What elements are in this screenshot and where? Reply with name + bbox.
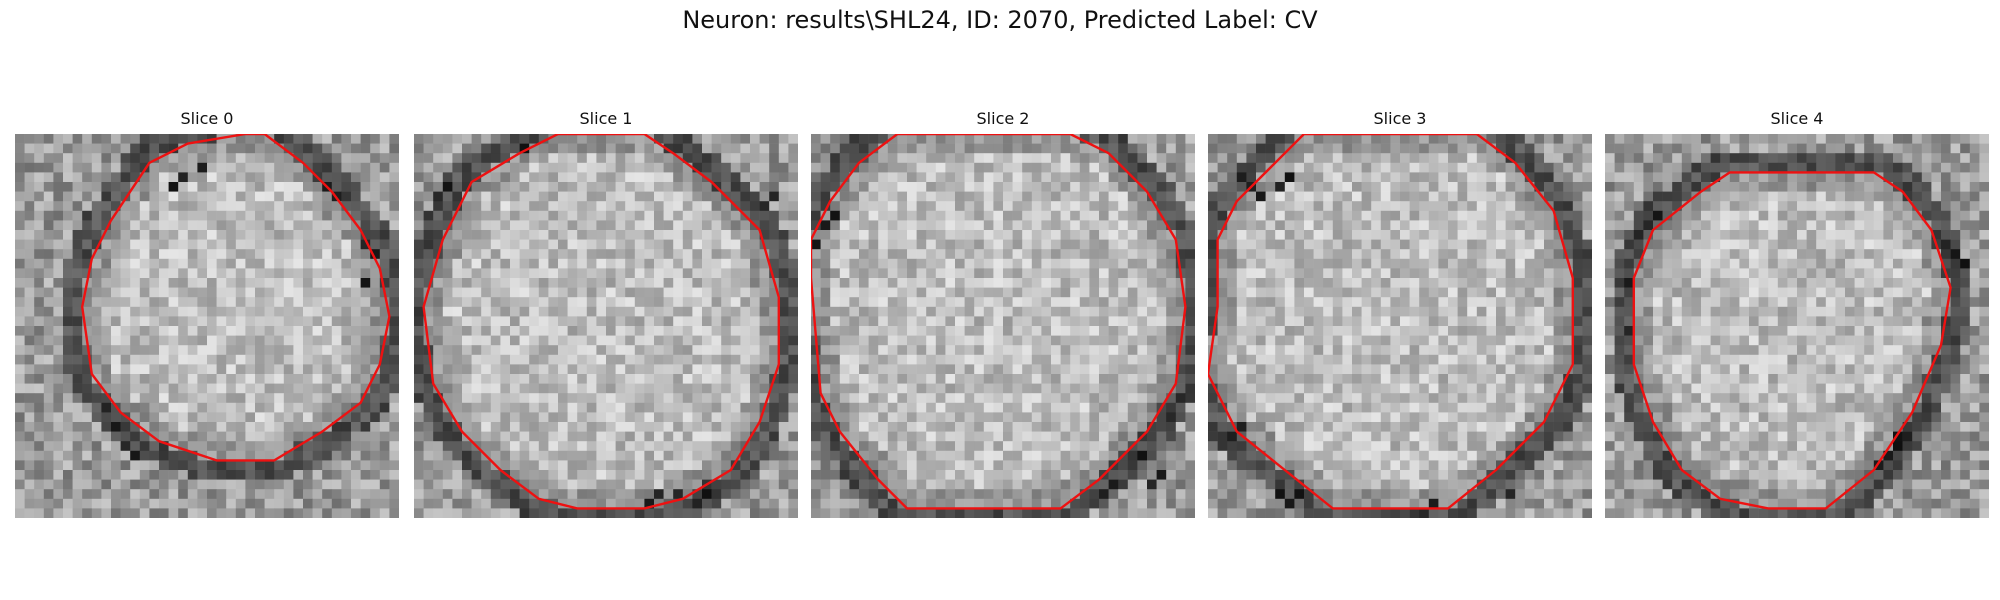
slice-image-0	[15, 134, 399, 518]
slice-image-1	[414, 134, 798, 518]
segmentation-contour	[811, 134, 1187, 510]
slice-title-1: Slice 1	[579, 109, 633, 128]
slice-title-2: Slice 2	[976, 109, 1030, 128]
slice-image-2	[811, 134, 1195, 518]
segmentation-contour	[1632, 171, 1952, 510]
figure-title: Neuron: results\SHL24, ID: 2070, Predict…	[682, 6, 1318, 34]
slice-image-4	[1605, 134, 1989, 518]
slice-panel-1: Slice 1	[414, 108, 798, 518]
segmentation-contour	[1208, 134, 1574, 510]
slice-title-4: Slice 4	[1770, 109, 1824, 128]
slice-panel-3: Slice 3	[1208, 108, 1592, 518]
slice-panel-4: Slice 4	[1605, 108, 1989, 518]
segmentation-contour	[80, 134, 391, 462]
slice-image-3	[1208, 134, 1592, 518]
slice-panel-0: Slice 0	[15, 108, 399, 518]
slice-panel-2: Slice 2	[811, 108, 1195, 518]
segmentation-contour	[422, 134, 780, 510]
slice-title-3: Slice 3	[1373, 109, 1427, 128]
slice-title-0: Slice 0	[180, 109, 234, 128]
